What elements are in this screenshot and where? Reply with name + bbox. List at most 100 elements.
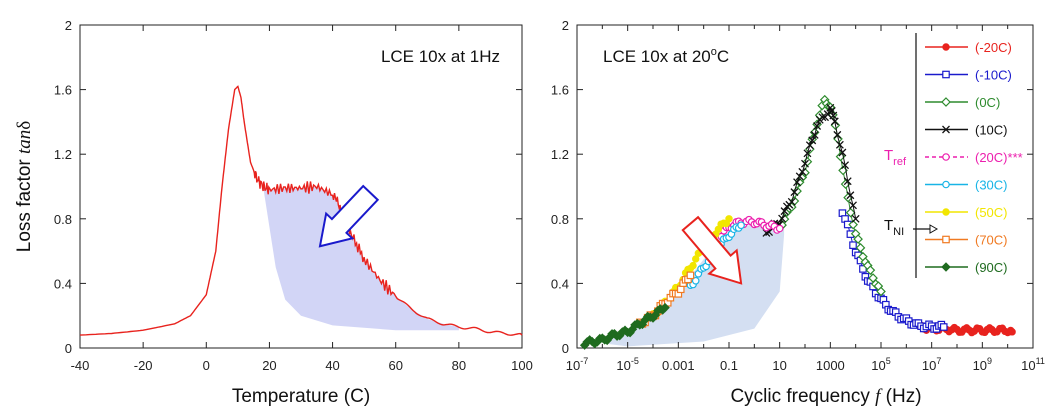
x-axis-label-italic: f <box>875 386 883 407</box>
x-tick-label: 0.001 <box>662 358 695 373</box>
x-tick-label-base: 10 <box>973 358 987 373</box>
x-tick-label: 20 <box>262 358 276 373</box>
legend-item: (70C) <box>925 233 1008 248</box>
x-tick-label-base: 10 <box>616 358 630 373</box>
plot-frame <box>576 24 1034 349</box>
data-point <box>780 207 789 216</box>
tni-label-sub: NI <box>893 226 904 238</box>
legend-marker <box>941 97 951 107</box>
x-tick-label: 107 <box>922 356 941 373</box>
data-point <box>737 221 745 230</box>
legend-item: (0C) <box>925 95 1000 110</box>
data-point <box>838 148 847 157</box>
x-tick-label-exponent: 9 <box>987 356 992 366</box>
data-point <box>846 191 855 200</box>
x-tick-label: 1000 <box>816 358 845 373</box>
chart-title-suffix: C <box>717 47 729 66</box>
legend-item: (20C)*** <box>925 150 1023 165</box>
y-axis-label-text: Loss factor <box>14 154 35 252</box>
data-point <box>803 149 812 158</box>
data-point <box>835 140 844 149</box>
x-tick-label: 10-5 <box>616 356 638 373</box>
legend-marker <box>942 43 950 51</box>
hollow-arrow-red <box>681 215 743 285</box>
data-point <box>843 177 852 186</box>
data-point <box>676 285 685 294</box>
legend-item: (-20C) <box>925 40 1012 55</box>
hollow-arrow-blue <box>318 184 380 248</box>
data-point <box>798 167 807 176</box>
x-tick-label-exponent: 5 <box>886 356 891 366</box>
x-tick-label: 100 <box>511 358 533 373</box>
chart-title: LCE 10x at 20oC <box>603 46 729 66</box>
tref-label-sub: ref <box>893 156 907 168</box>
data-point <box>827 106 836 115</box>
x-tick-label: 109 <box>973 356 992 373</box>
data-point <box>876 286 886 297</box>
chart-title-superscript: o <box>711 46 717 58</box>
data-point <box>775 224 784 233</box>
legend-item: (10C) <box>925 123 1008 138</box>
tref-label-text: T <box>884 147 893 164</box>
legend-marker <box>942 235 950 244</box>
series-line-red <box>79 85 523 336</box>
data-point <box>853 234 863 244</box>
legend-marker <box>942 180 950 189</box>
y-tick-label: 2 <box>562 18 569 33</box>
x-tick-label: 0.1 <box>720 358 738 373</box>
x-tick-label: 10 <box>772 358 786 373</box>
x-tick-label-base: 10 <box>1021 358 1035 373</box>
legend-marker <box>942 208 950 216</box>
x-tick-label-base: 1000 <box>816 358 845 373</box>
data-point <box>851 214 860 223</box>
x-tick-label-exponent: 11 <box>1036 356 1045 366</box>
legend-marker <box>942 70 950 79</box>
x-axis-label-suffix: (Hz) <box>880 386 921 407</box>
legend-label: (20C)*** <box>975 150 1023 165</box>
series-1 <box>914 321 1016 337</box>
data-point <box>793 178 802 187</box>
x-tick-label-base: 10 <box>871 358 885 373</box>
data-point <box>808 136 817 145</box>
x-tick-label-base: 10 <box>772 358 786 373</box>
legend-label: (-20C) <box>975 40 1012 55</box>
shaded-region <box>263 186 459 331</box>
chart-temperature: -40 -20 0 20 40 60 80 100 0 0.4 0.8 1.2 1.6 2 LCE 10x … <box>14 18 533 407</box>
data-point <box>801 159 809 168</box>
legend-label: (50C) <box>975 205 1008 220</box>
y-tick-label: 0 <box>562 341 569 356</box>
legend-item: (50C) <box>925 205 1008 220</box>
x-tick-label-exponent: -5 <box>631 356 639 366</box>
y-axis-label-italic: tan <box>14 130 35 154</box>
x-tick-label-base: 0.001 <box>662 358 695 373</box>
x-axis-label: Cyclic frequency f (Hz) <box>730 386 921 407</box>
y-tick-label: 0.4 <box>54 276 72 291</box>
x-tick-label: 105 <box>871 356 890 373</box>
y-tick-label: 2 <box>65 18 72 33</box>
x-tick-label: 0 <box>203 358 210 373</box>
x-tick-label: 60 <box>388 358 402 373</box>
data-point <box>829 111 838 120</box>
data-point <box>787 197 796 206</box>
y-tick-label: 0.8 <box>551 212 569 227</box>
data-point <box>830 117 839 126</box>
tni-arrow-head <box>929 224 939 234</box>
data-point <box>686 271 695 280</box>
legend-marker <box>942 153 950 161</box>
data-point <box>689 261 697 270</box>
x-tick-label: 1011 <box>1021 356 1045 373</box>
legend-label: (-10C) <box>975 68 1012 83</box>
y-axis-label: Loss factor tanδ <box>14 121 35 253</box>
x-tick-label-base: 10 <box>922 358 936 373</box>
legend-item: (30C) <box>925 178 1008 193</box>
data-point <box>813 122 822 130</box>
data-point <box>841 161 850 170</box>
arrow-shape <box>318 184 380 248</box>
data-point <box>833 130 842 139</box>
legend-label: (90C) <box>975 260 1008 275</box>
data-point <box>823 110 832 119</box>
tni-label: TNI <box>884 217 904 238</box>
data-point <box>845 207 856 218</box>
y-axis-label-symbol: δ <box>14 121 35 130</box>
